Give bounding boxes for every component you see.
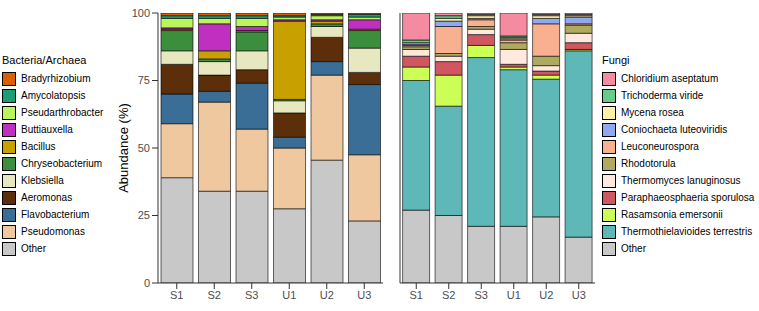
html-text:Trichoderma viride: Trichoderma viride xyxy=(621,90,704,101)
html-text:Chloridium aseptatum: Chloridium aseptatum xyxy=(621,73,719,84)
svg-text:S3: S3 xyxy=(475,289,488,301)
html-text:Fungi: Fungi xyxy=(602,54,630,66)
html-text:Klebsiella: Klebsiella xyxy=(21,175,64,186)
svg-text:75: 75 xyxy=(138,74,150,86)
svg-text:S2: S2 xyxy=(208,289,221,301)
html-text:Amycolatopsis: Amycolatopsis xyxy=(21,90,86,101)
html-text:Paraphaeosphaeria sporulosa: Paraphaeosphaeria sporulosa xyxy=(621,192,755,203)
html-text:Mycena rosea: Mycena rosea xyxy=(621,107,684,118)
html-text:Coniochaeta luteoviridis: Coniochaeta luteoviridis xyxy=(621,124,728,135)
html-text:Bradyrhizobium: Bradyrhizobium xyxy=(21,73,91,84)
svg-text:U3: U3 xyxy=(357,289,371,301)
svg-text:100: 100 xyxy=(132,7,150,19)
html-text:Bacillus: Bacillus xyxy=(21,141,56,152)
html-text:Pseudomonas: Pseudomonas xyxy=(21,226,85,237)
svg-text:U2: U2 xyxy=(320,289,334,301)
svg-text:S2: S2 xyxy=(442,289,455,301)
html-text:Rasamsonia emersonii: Rasamsonia emersonii xyxy=(621,209,723,220)
html-text:Buttiauxella: Buttiauxella xyxy=(21,124,73,135)
svg-text:S1: S1 xyxy=(410,289,423,301)
svg-text:50: 50 xyxy=(138,142,150,154)
svg-text:U1: U1 xyxy=(282,289,296,301)
html-text:Thermothielavioides terrestris: Thermothielavioides terrestris xyxy=(621,226,753,237)
svg-text:Abundance (%): Abundance (%) xyxy=(116,103,131,193)
svg-text:25: 25 xyxy=(138,209,150,221)
html-text:Flavobacterium: Flavobacterium xyxy=(21,209,90,220)
svg-text:U3: U3 xyxy=(572,289,586,301)
html-text:Bacteria/Archaea: Bacteria/Archaea xyxy=(2,54,87,66)
html-text:Aeromonas: Aeromonas xyxy=(21,192,73,203)
html-text:Chryseobacterium: Chryseobacterium xyxy=(21,158,103,169)
html-text:Thermomyces lanuginosus: Thermomyces lanuginosus xyxy=(621,175,741,186)
svg-text:U2: U2 xyxy=(539,289,553,301)
html-text:Other: Other xyxy=(621,243,646,254)
html-text:Leuconeurospora: Leuconeurospora xyxy=(621,141,699,152)
html-text:Pseudarthrobacter: Pseudarthrobacter xyxy=(21,107,104,118)
svg-text:S1: S1 xyxy=(170,289,183,301)
html-text:Rhodotorula: Rhodotorula xyxy=(621,158,676,169)
svg-text:0: 0 xyxy=(144,277,150,289)
svg-text:U1: U1 xyxy=(507,289,521,301)
html-text:Other: Other xyxy=(21,243,46,254)
svg-text:S3: S3 xyxy=(245,289,258,301)
